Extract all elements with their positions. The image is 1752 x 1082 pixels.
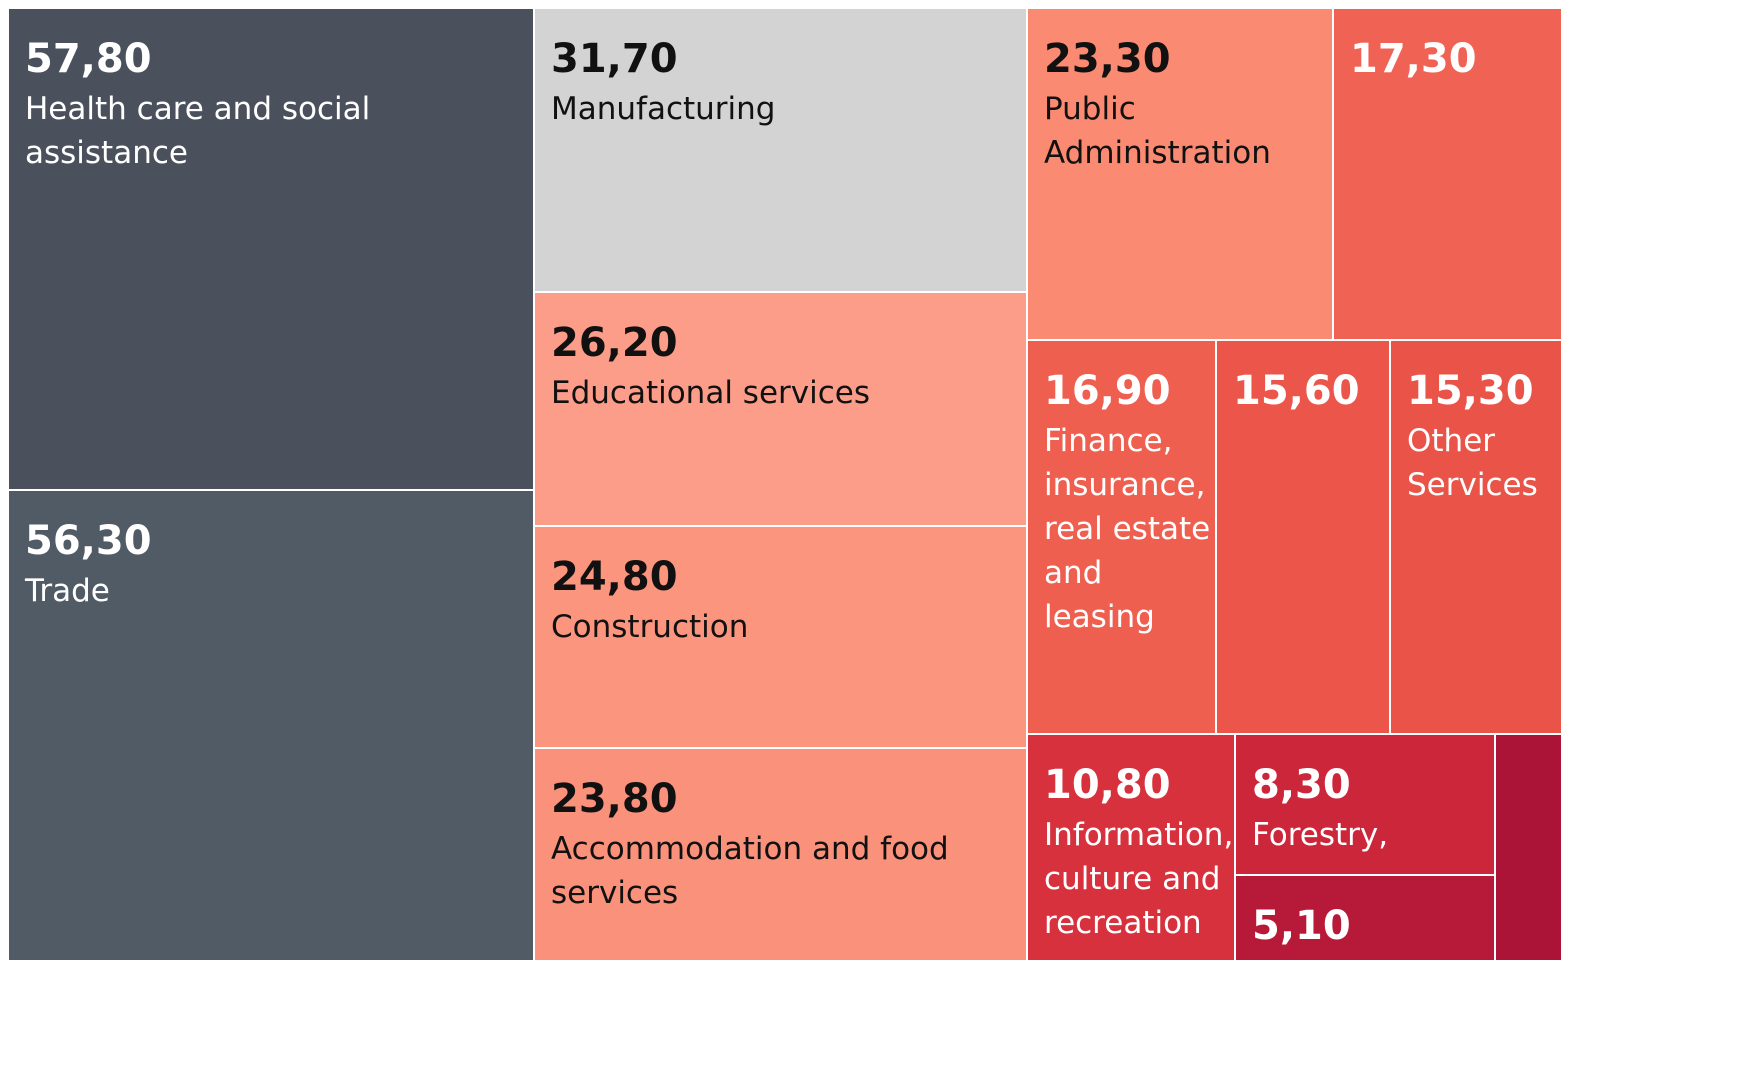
treemap-cell: 24,80 Construction <box>535 527 1028 749</box>
treemap-cell: 57,80 Health care and social assistance <box>9 9 535 491</box>
cell-value-label: 23,30 <box>1044 36 1171 82</box>
cell-category-label: Public Administration <box>1044 91 1271 171</box>
treemap-cell: 15,30 Other Services <box>1391 341 1563 735</box>
cell-value-label: 31,70 <box>551 36 678 82</box>
cell-category-label: Construction <box>551 609 749 645</box>
cell-category-label: Health care and social assistance <box>25 91 371 171</box>
treemap-cell <box>1496 735 1563 962</box>
treemap-cell: 56,30 Trade <box>9 491 535 962</box>
cell-category-label: Information, culture and recreation <box>1044 817 1234 941</box>
cell-value-label: 24,80 <box>551 554 678 600</box>
treemap-cell: 16,90 Finance, insurance, real estate and… <box>1028 341 1217 735</box>
treemap-cell: 26,20 Educational services <box>535 293 1028 527</box>
treemap-cell: 10,80 Information, culture and recreation <box>1028 735 1236 962</box>
cell-category-label: Manufacturing <box>551 91 776 127</box>
treemap-cell: 8,30 Forestry, <box>1236 735 1496 876</box>
cell-value-label: 10,80 <box>1044 762 1171 808</box>
cell-value-label: 26,20 <box>551 320 678 366</box>
cell-category-label: Trade <box>25 573 110 609</box>
cell-value-label: 57,80 <box>25 36 152 82</box>
cell-category-label: Educational services <box>551 375 870 411</box>
treemap-cell: 17,30 <box>1334 9 1563 341</box>
treemap-cell: 31,70 Manufacturing <box>535 9 1028 293</box>
cell-value-label: 56,30 <box>25 518 152 564</box>
cell-category-label: Finance, insurance, real estate and leas… <box>1044 423 1211 635</box>
cell-value-label: 15,30 <box>1407 368 1534 414</box>
treemap-cell: 5,10 <box>1236 876 1496 962</box>
cell-category-label: Other Services <box>1407 423 1538 503</box>
cell-category-label: Forestry, <box>1252 817 1389 853</box>
treemap-cell: 15,60 <box>1217 341 1391 735</box>
treemap-cell: 23,80 Accommodation and food services <box>535 749 1028 962</box>
cell-value-label: 5,10 <box>1252 903 1351 949</box>
cell-value-label: 17,30 <box>1350 36 1477 82</box>
treemap-cell: 23,30 Public Administration <box>1028 9 1334 341</box>
cell-value-label: 15,60 <box>1233 368 1360 414</box>
cell-value-label: 8,30 <box>1252 762 1351 808</box>
cell-value-label: 16,90 <box>1044 368 1171 414</box>
cell-value-label: 23,80 <box>551 776 678 822</box>
cell-category-label: Accommodation and food services <box>551 831 949 911</box>
